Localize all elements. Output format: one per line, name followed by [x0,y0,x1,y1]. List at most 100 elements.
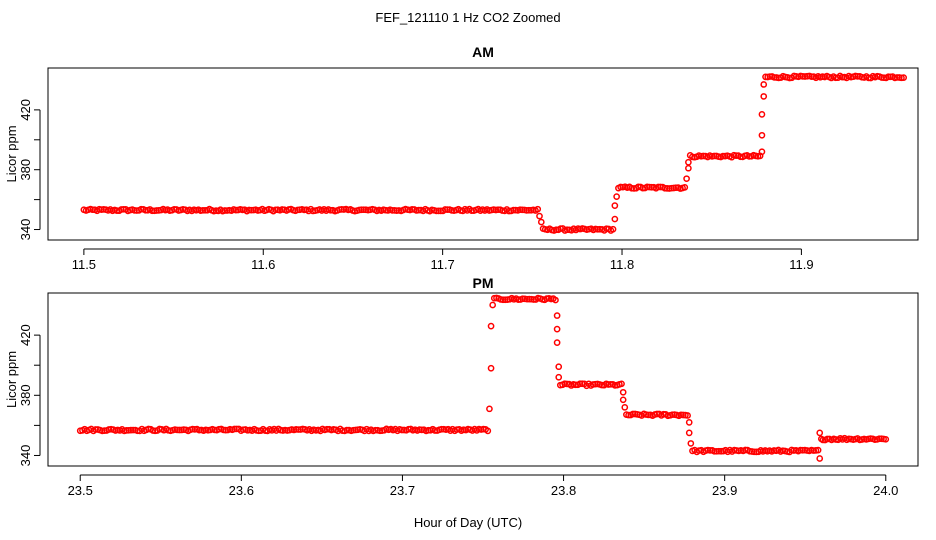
pm-segment-1 [490,294,559,304]
am-y-axis [34,109,41,231]
am-data-point [613,193,620,200]
am-data-point [900,74,908,81]
pm-y-tick-label: 340 [18,445,33,467]
am-data-point [611,215,619,223]
pm-data-point [816,455,824,462]
am-data-point [758,111,766,118]
pm-data-point [176,426,183,434]
am-data-point [537,218,545,226]
pm-x-tick-label: 24.0 [873,483,898,498]
am-x-tick-label: 11.5 [72,257,96,272]
pm-data-point [523,295,531,303]
am-data-point [358,206,365,214]
am-data-point [148,207,156,215]
pm-plot-frame [47,292,919,467]
pm-data-point [816,429,824,437]
pm-data-point [555,363,563,371]
am-data-point [770,74,778,81]
am-x-axis [83,248,802,255]
pm-data-point [875,435,883,443]
pm-data-point [882,435,890,443]
pm-data-point [621,403,629,411]
pm-data-point [817,435,825,443]
am-data-point [685,158,692,166]
am-segment-3 [686,151,764,161]
pm-data-point [553,325,561,333]
pm-data-point [618,380,625,388]
figure-title: FEF_121110 1 Hz CO2 Zoomed [375,10,560,25]
pm-data-point [685,429,693,437]
pm-data-point [711,447,718,455]
am-data-point [388,207,396,214]
pm-data-point [553,312,561,319]
pm-data-point [487,322,495,330]
pm-segment-4 [689,446,822,456]
am-y-tick-label: 380 [18,159,33,181]
am-panel-title: AM [472,44,494,60]
pm-data-point [438,425,445,433]
am-x-tick-label: 11.6 [251,257,275,272]
am-x-tick-label: 11.8 [610,257,634,272]
am-data-point [609,225,617,233]
am-segment-1 [539,225,617,234]
pm-data-point [555,373,563,381]
panel-am: AM Licor ppm 11.5 11.6 11.7 11.8 11.9 340 380 420 [4,44,919,272]
am-data-point [221,207,229,214]
pm-data-point [489,301,497,309]
pm-transition-points [486,301,825,462]
am-data-points [80,72,908,234]
am-transition-points [536,81,768,226]
am-y-tick-label: 340 [18,219,33,241]
am-data-point [654,183,662,191]
pm-data-point [499,296,507,304]
am-y-axis-label: Licor ppm [4,125,19,182]
pm-x-tick-label: 23.8 [551,483,576,498]
x-axis-label: Hour of Day (UTC) [414,515,522,530]
am-data-point [758,131,766,139]
pm-data-point [685,419,693,426]
pm-segment-5 [819,434,890,444]
pm-data-points [76,294,890,462]
pm-x-tick-label: 23.7 [390,483,415,498]
am-plot-frame [47,67,919,241]
am-data-point [685,164,692,172]
am-data-point [884,73,892,81]
pm-x-tick-label: 23.6 [229,483,254,498]
pm-data-point [715,447,723,455]
pm-segment-2 [556,380,625,390]
am-data-point [525,206,533,214]
am-data-point [611,202,619,209]
am-y-tick-label: 420 [18,99,33,121]
pm-data-point [684,412,691,419]
pm-data-point [668,411,676,419]
pm-x-tick-label: 23.5 [68,483,93,498]
am-data-point [435,207,442,215]
am-data-point [510,206,517,214]
pm-data-point [398,426,406,434]
am-segment-2 [615,183,689,192]
am-data-point [534,205,542,213]
pm-data-point [525,295,533,303]
am-data-point [893,74,901,81]
pm-data-point [750,448,758,456]
pm-data-point [486,405,493,413]
am-x-tick-label: 11.9 [789,257,813,272]
am-data-point [683,175,690,183]
pm-segment-3 [623,410,691,420]
pm-x-tick-label: 23.9 [712,483,737,498]
am-segment-0 [80,205,542,215]
am-data-point [338,206,345,213]
am-data-point [762,73,769,81]
am-data-point [760,81,768,88]
pm-data-point [814,446,822,454]
pm-y-tick-label: 420 [18,324,33,346]
pm-data-point [619,396,627,404]
pm-data-point [629,410,637,418]
am-data-point [536,212,543,220]
am-data-point [199,206,207,214]
am-data-point [360,206,368,214]
am-segment-4 [762,72,908,82]
pm-data-point [576,380,584,388]
pm-data-point [619,388,627,396]
